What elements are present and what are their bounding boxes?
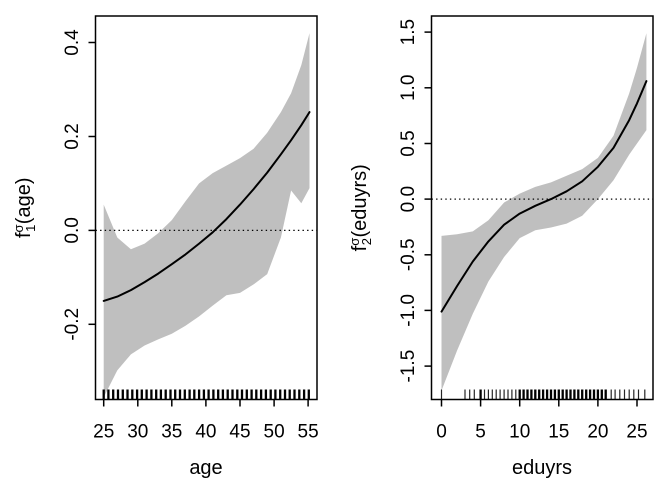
confidence-band: [441, 33, 647, 391]
y-tick-label: 0.4: [62, 29, 83, 56]
y-axis-title-sup: σ: [11, 224, 26, 232]
y-tick-label: 0.5: [398, 130, 419, 156]
y-tick-label: 0.0: [62, 217, 83, 243]
y-axis-title-sub: 2: [359, 238, 374, 245]
y-tick-label: -0.2: [62, 308, 83, 341]
x-tick-label: 30: [127, 422, 148, 443]
plot-box: [430, 15, 654, 401]
age-effect-plot: 25 30 35 40 45 50 55 -0.2 0.0 0.2 0.4 fσ1(age) age: [11, 15, 319, 479]
eduyrs-plot-svg: 0 5 10 15 20 25 -1.5 -1.0 -0.5 0.0 0.5 1.0 1.5 fσ2(ed…: [347, 15, 654, 443]
y-tick-label: 1.5: [398, 19, 419, 45]
y-tick-label: -0.5: [398, 238, 419, 271]
x-axis-title-age: age: [189, 457, 223, 479]
x-axis-title-eduyrs: eduyrs: [511, 457, 573, 479]
y-axis-title-arg: (age): [13, 177, 35, 224]
x-tick-label: 20: [587, 422, 608, 443]
y-axis-title-base: f: [349, 245, 371, 251]
y-tick-label: 1.0: [398, 75, 419, 101]
eduyrs-effect-plot: 0 5 10 15 20 25 -1.5 -1.0 -0.5 0.0 0.5 1.0 1.5 fσ2(ed…: [336, 0, 672, 480]
y-tick-label: 0.0: [398, 186, 419, 212]
y-axis-title: fσ2(eduyrs): [347, 164, 374, 251]
x-tick-label: 0: [436, 422, 447, 443]
y-axis-title: fσ1(age): [11, 177, 38, 238]
x-tick-label: 55: [298, 422, 319, 443]
confidence-band: [103, 33, 310, 398]
x-tick-label: 25: [626, 422, 647, 443]
y-tick-label: -1.0: [398, 294, 419, 327]
x-tick-label: 5: [475, 422, 486, 443]
y-axis-title-sub: 1: [23, 225, 38, 232]
y-tick-label: -1.5: [398, 350, 419, 383]
y-tick-label: 0.2: [62, 123, 83, 149]
x-tick-label: 45: [229, 422, 250, 443]
x-tick-label: 40: [195, 422, 216, 443]
x-tick-label: 50: [264, 422, 285, 443]
y-axis-title-arg: (eduyrs): [349, 164, 371, 237]
x-tick-label: 25: [93, 422, 114, 443]
age-plot-svg: 25 30 35 40 45 50 55 -0.2 0.0 0.2 0.4 fσ1(age): [11, 15, 319, 443]
y-axis-title-sup: σ: [347, 238, 362, 246]
x-tick-label: 10: [509, 422, 530, 443]
y-axis-title-base: f: [13, 232, 35, 238]
fitted-line: [102, 111, 311, 302]
x-tick-label: 35: [161, 422, 182, 443]
fitted-line: [440, 80, 648, 313]
x-tick-label: 15: [548, 422, 569, 443]
